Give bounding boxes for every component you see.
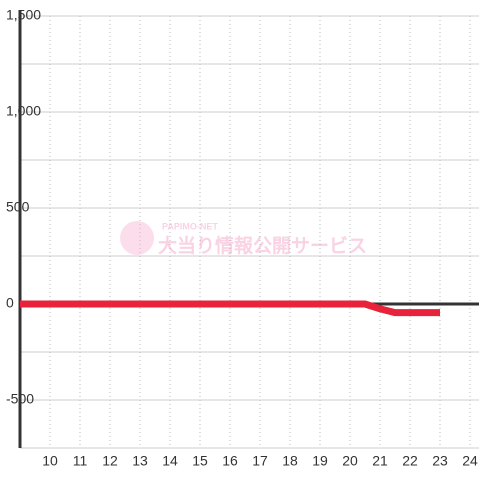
x-tick-label: 14 [162, 453, 178, 469]
x-tick-label: 23 [432, 453, 448, 469]
x-tick-label: 15 [192, 453, 208, 469]
watermark: PAPIMO-NET 大当り情報公開サービス [120, 221, 367, 257]
y-tick-label: 0 [6, 295, 14, 311]
watermark-logo [120, 221, 154, 255]
x-tick-label: 19 [312, 453, 328, 469]
x-tick-label: 21 [372, 453, 388, 469]
watermark-main: 大当り情報公開サービス [158, 234, 367, 257]
x-tick-label: 10 [42, 453, 58, 469]
x-tick-label: 13 [132, 453, 148, 469]
y-tick-label: 500 [6, 199, 30, 215]
grid [20, 15, 479, 449]
x-tick-label: 17 [252, 453, 268, 469]
y-tick-label: 1,000 [6, 103, 41, 119]
x-tick-label: 18 [282, 453, 298, 469]
x-tick-label: 24 [462, 453, 478, 469]
x-tick-label: 20 [342, 453, 358, 469]
watermark-small: PAPIMO-NET [162, 221, 218, 231]
line [20, 300, 440, 317]
x-tick-label: 16 [222, 453, 238, 469]
x-tick-label: 22 [402, 453, 418, 469]
y-tick-label: 1,500 [6, 7, 41, 23]
x-tick-label: 12 [102, 453, 118, 469]
x-tick-label: 11 [73, 453, 88, 469]
